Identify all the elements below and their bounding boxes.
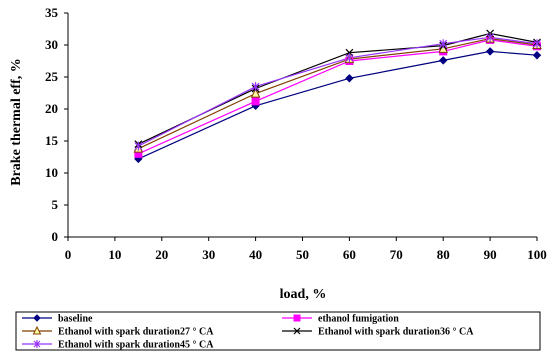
legend-swatch-marker — [33, 340, 41, 348]
series-line-2 — [138, 37, 538, 150]
series-line-1 — [138, 39, 538, 155]
data-point-4-5 — [533, 39, 541, 49]
legend-swatch-marker — [32, 325, 42, 335]
x-tick-label: 30 — [202, 247, 215, 262]
x-tick-label: 60 — [343, 247, 356, 262]
series-line-3 — [138, 32, 538, 145]
y-tick-label: 10 — [45, 165, 58, 180]
y-tick-label: 15 — [45, 133, 59, 148]
legend-item-4: Ethanol with spark duration45 ° CA — [22, 340, 214, 351]
x-tick-label: 20 — [155, 247, 168, 262]
legend-label: Ethanol with spark duration36 ° CA — [318, 327, 474, 338]
legend-item-1: ethanol fumigation — [282, 314, 399, 325]
y-tick-label: 25 — [45, 69, 59, 84]
y-tick-label: 0 — [52, 229, 59, 244]
x-tick-label: 70 — [390, 247, 403, 262]
data-point-0-3 — [438, 56, 448, 65]
data-point-4-1 — [251, 82, 260, 92]
data-point-1-1 — [251, 97, 260, 106]
data-point-2-1 — [250, 88, 261, 98]
legend-swatch-marker — [33, 314, 41, 322]
tick-labels: 0 5 10 15 20 25 30 35 0 10 20 30 40 50 60 70 80 90 100 — [45, 5, 547, 262]
y-axis-label: Brake thermal eff, % — [9, 58, 24, 186]
series-line-4 — [138, 36, 538, 147]
legend-swatch-marker — [293, 327, 301, 335]
data-point-4-4 — [486, 32, 495, 42]
data-point-0-2 — [345, 74, 354, 83]
series-markers — [133, 29, 542, 164]
series-line-0 — [138, 50, 538, 160]
x-tick-label: 100 — [527, 247, 547, 262]
y-tick-label: 5 — [52, 197, 59, 212]
axes — [64, 12, 538, 241]
legend-item-0: baseline — [22, 314, 93, 325]
legend-item-2: Ethanol with spark duration27 ° CA — [22, 325, 214, 338]
data-point-0-5 — [532, 51, 542, 60]
legend-label: Ethanol with spark duration27 ° CA — [58, 327, 214, 338]
data-point-4-2 — [345, 53, 354, 63]
x-tick-label: 10 — [108, 247, 121, 262]
legend-label: ethanol fumigation — [318, 314, 399, 325]
legend-label: baseline — [58, 314, 93, 325]
x-tick-label: 80 — [437, 247, 450, 262]
legend-item-3: Ethanol with spark duration36 ° CA — [282, 327, 474, 338]
legend-box — [15, 311, 541, 351]
series-lines — [138, 32, 538, 160]
data-point-4-0 — [134, 141, 143, 151]
y-tick-label: 35 — [45, 5, 59, 20]
x-tick-label: 40 — [249, 247, 262, 262]
data-point-0-4 — [485, 47, 495, 56]
legend: baseline ethanol fumigation Ethanol with s… — [15, 311, 541, 351]
y-tick-label: 30 — [45, 37, 58, 52]
x-tick-label: 90 — [484, 247, 497, 262]
x-axis-label: load, % — [280, 287, 327, 302]
x-tick-label: 0 — [65, 247, 72, 262]
y-tick-label: 20 — [45, 101, 58, 116]
legend-swatch-marker — [293, 314, 301, 322]
legend-label: Ethanol with spark duration45 ° CA — [58, 340, 214, 351]
data-point-4-3 — [439, 39, 448, 49]
x-tick-label: 50 — [296, 247, 309, 262]
